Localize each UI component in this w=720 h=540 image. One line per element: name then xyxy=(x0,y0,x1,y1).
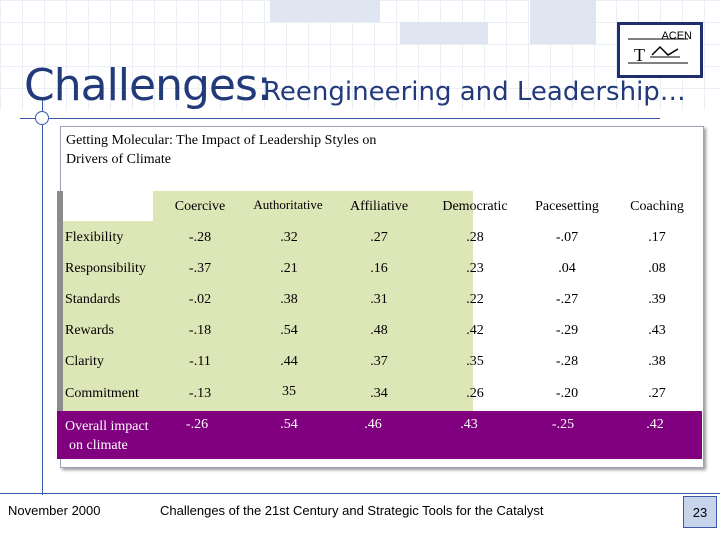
logo-mark-icon: T xyxy=(628,38,688,65)
table-cell: .04 xyxy=(558,261,576,276)
table-cell: 35 xyxy=(282,384,296,399)
table-cell: .31 xyxy=(370,292,388,307)
table-cell: .17 xyxy=(648,230,666,245)
header-gap xyxy=(473,191,702,221)
impact-cell: .54 xyxy=(280,417,298,432)
table-left-edge xyxy=(57,191,63,459)
table-cell: .08 xyxy=(648,261,666,276)
table-cell: .28 xyxy=(466,230,484,245)
header-gap xyxy=(63,191,153,221)
table-cell: .23 xyxy=(466,261,484,276)
table-cell: .38 xyxy=(280,292,298,307)
impact-cell: .46 xyxy=(364,417,382,432)
background-block xyxy=(530,0,596,44)
background-block xyxy=(400,22,488,44)
title-divider xyxy=(20,118,660,119)
table-cell: -.37 xyxy=(188,261,212,276)
table-cell: .34 xyxy=(370,386,388,401)
row-label: Commitment xyxy=(65,386,139,401)
table-cell: -.13 xyxy=(188,386,212,401)
row-label: Rewards xyxy=(65,323,114,338)
col-header-democratic: Democratic xyxy=(442,199,508,214)
footer-date: November 2000 xyxy=(8,503,101,518)
slide-subtitle: Reengineering and Leadership… xyxy=(263,77,686,107)
table-cell: .26 xyxy=(466,386,484,401)
table-cell: .35 xyxy=(466,354,484,369)
background-block xyxy=(270,0,380,22)
impact-cell: -.25 xyxy=(551,417,575,432)
table-cell: -.07 xyxy=(555,230,579,245)
row-label: Clarity xyxy=(65,354,104,369)
impact-label-line1: Overall impact xyxy=(65,419,149,434)
table-cell: .16 xyxy=(370,261,388,276)
table-cell: .37 xyxy=(370,354,388,369)
table-cell: .43 xyxy=(648,323,666,338)
col-header-coaching: Coaching xyxy=(630,199,684,214)
col-header-authoritative: Authoritative xyxy=(253,197,323,212)
impact-cell: -.26 xyxy=(185,417,209,432)
col-header-pacesetting: Pacesetting xyxy=(535,199,599,214)
table-cell: .39 xyxy=(648,292,666,307)
table-cell: .42 xyxy=(466,323,484,338)
panel-title: Getting Molecular: The Impact of Leaders… xyxy=(66,133,377,167)
table-cell: .22 xyxy=(466,292,484,307)
table-cell: .21 xyxy=(280,261,298,276)
table-cell: -.28 xyxy=(555,354,579,369)
table-cell: -.27 xyxy=(555,292,579,307)
table-cell: .48 xyxy=(370,323,388,338)
acen-logo: ACEN T xyxy=(617,22,703,78)
table-cell: .38 xyxy=(648,354,666,369)
leadership-table: Coercive Authoritative Affiliative Democ… xyxy=(57,191,702,459)
table-cell: -.28 xyxy=(188,230,212,245)
row-label: Responsibility xyxy=(65,261,146,276)
impact-cell: .43 xyxy=(460,417,478,432)
table-cell: .27 xyxy=(370,230,388,245)
overall-impact-row: Overall impact on climate -.26 .54 .46 .… xyxy=(57,411,702,459)
table-cell: -.11 xyxy=(189,354,211,369)
footer-divider xyxy=(0,493,720,494)
table-cell: -.18 xyxy=(188,323,212,338)
impact-label-line2: on climate xyxy=(69,438,128,453)
col-header-coercive: Coercive xyxy=(174,199,226,214)
divider-circle xyxy=(35,111,49,125)
table-cell: .32 xyxy=(280,230,298,245)
left-rule xyxy=(42,100,43,495)
impact-cell: .42 xyxy=(646,417,664,432)
table-cell: -.20 xyxy=(555,386,579,401)
page-number: 23 xyxy=(683,496,717,528)
table-cell: -.29 xyxy=(555,323,579,338)
slide-title: Challenges: xyxy=(24,60,272,111)
table-cell: .54 xyxy=(280,323,298,338)
row-label: Standards xyxy=(65,292,121,307)
footer-caption: Challenges of the 21st Century and Strat… xyxy=(160,503,544,518)
svg-text:T: T xyxy=(634,45,645,65)
table-cell: .27 xyxy=(648,386,666,401)
column-gap xyxy=(473,221,702,411)
table-cell: -.02 xyxy=(188,292,212,307)
col-header-affiliative: Affiliative xyxy=(349,199,409,214)
table-cell: .44 xyxy=(280,354,298,369)
row-label: Flexibility xyxy=(65,230,124,245)
impact-label: Overall impact on climate xyxy=(65,417,149,455)
